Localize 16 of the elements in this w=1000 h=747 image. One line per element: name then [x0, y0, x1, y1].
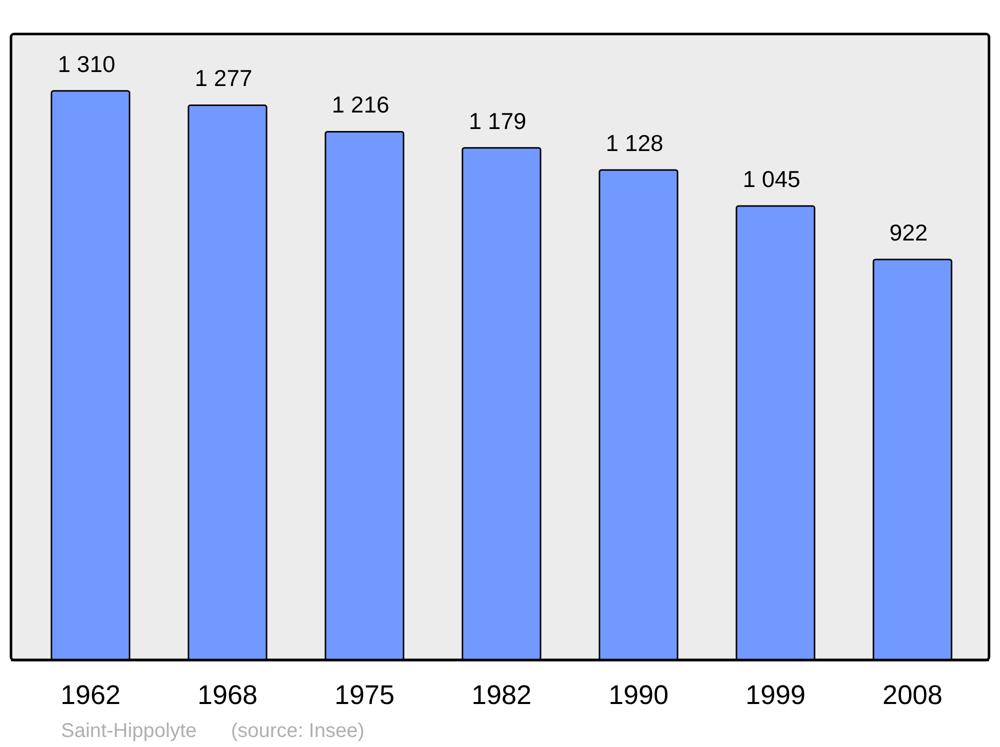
x-tick-label: 1968: [197, 680, 258, 710]
data-label: 1 179: [468, 108, 526, 134]
data-label: 1 310: [58, 50, 116, 77]
data-label: 1 277: [194, 65, 252, 92]
text: (source: Insee): [231, 720, 364, 742]
text: Saint-Hippolyte: [61, 720, 197, 742]
x-tick-label: 1962: [60, 680, 121, 710]
data-label: 922: [889, 219, 928, 246]
data-label: 1 128: [606, 130, 664, 156]
x-tick-label: 1999: [745, 680, 806, 710]
data-label: 1 045: [742, 166, 800, 192]
x-tick-label: 1975: [334, 680, 395, 710]
x-tick-label: 2008: [882, 680, 943, 710]
x-tick-label: 1990: [608, 680, 669, 710]
x-tick-label: 1982: [471, 680, 532, 710]
data-label: 1 216: [332, 92, 390, 118]
